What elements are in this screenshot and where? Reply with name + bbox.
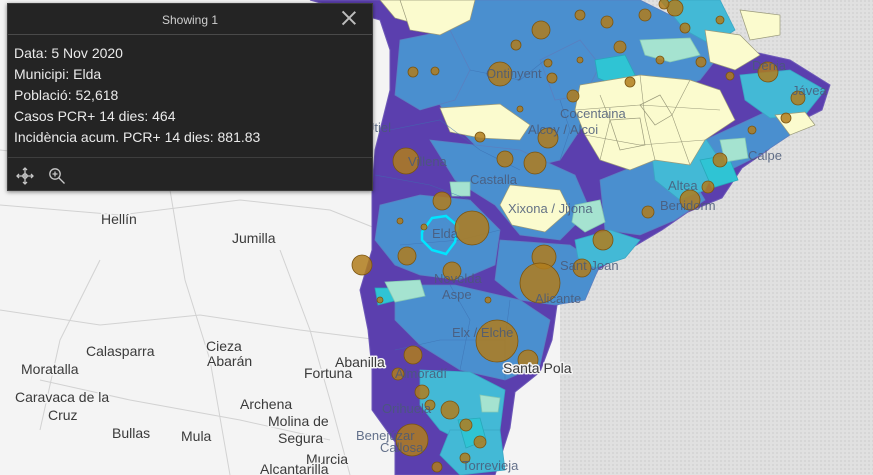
label-javea: Jávea (792, 83, 827, 98)
label-alcoy: Alcoy / Alcoi (528, 122, 598, 137)
label-calpe: Calpe (748, 148, 782, 163)
popup-title: Showing 1 (161, 13, 219, 27)
region-mint (384, 37, 749, 413)
label-molina: Molina de (268, 413, 329, 429)
label-altea: Altea (668, 178, 698, 193)
overlay-labels: Orihuela Elx / Elche Jávea Dénia Alcoy /… (356, 58, 827, 473)
label-villena: Villena (408, 154, 448, 169)
label-xixona: Xixona / Jijona (508, 201, 593, 216)
label-callosa: Callosa (380, 440, 424, 455)
label-caravaca: Caravaca de la (15, 389, 109, 405)
label-murcia: Murcia (306, 451, 348, 467)
label-mula: Mula (181, 428, 212, 444)
close-icon[interactable] (340, 9, 358, 27)
label-torrevieja: Torrevieja (462, 458, 519, 473)
label-elche: Elx / Elche (452, 325, 513, 340)
low-region-borders (574, 74, 721, 166)
label-segura: Segura (278, 430, 323, 446)
region-low-incidence (379, 0, 816, 233)
popup-header: Showing 1 (8, 4, 372, 35)
label-orihuela: Orihuela (382, 401, 432, 416)
place-labels: Hellín Jumilla Calasparra Cieza Abarán M… (14, 210, 574, 475)
label-cieza: Cieza (206, 338, 242, 354)
attribute-value: 881.83 (217, 129, 261, 145)
attribute-label: Casos PCR+ 14 dies: (14, 108, 149, 124)
label-benejuzar: Benejúzar (356, 428, 415, 443)
label-jumilla: Jumilla (232, 230, 276, 246)
label-sant-joan: Sant Joan (560, 258, 619, 273)
attribute-value: 464 (152, 108, 176, 124)
label-castalla: Castalla (470, 172, 518, 187)
label-alcantarilla: Alcantarilla (260, 461, 329, 475)
label-calasparra: Calasparra (86, 343, 155, 359)
pan-icon[interactable] (16, 167, 34, 185)
attribute-row-municipality: Municipi: Elda (14, 64, 366, 85)
attribute-value: Elda (73, 66, 102, 82)
attribute-row-population: Població: 52,618 (14, 85, 366, 106)
attribute-value: 5 Nov 2020 (51, 45, 123, 61)
attribute-row-incidence: Incidència acum. PCR+ 14 dies: 881.83 (14, 127, 366, 148)
label-cruz: Cruz (48, 407, 78, 423)
label-hellin: Hellín (101, 211, 137, 227)
attribute-row-cases: Casos PCR+ 14 dies: 464 (14, 106, 366, 127)
popup-attributes: Data: 5 Nov 2020 Municipi: Elda Població… (8, 35, 372, 153)
label-fortuna: Fortuna (304, 365, 352, 381)
label-ontinyent: Ontinyent (486, 66, 542, 81)
label-denia: Dénia (752, 58, 787, 73)
label-santa-pola: Santa Pola (503, 360, 572, 376)
case-circles (351, 0, 806, 473)
label-alicante: Alicante (535, 291, 581, 306)
selected-municipality-outline[interactable] (420, 214, 460, 256)
attribute-label: Municipi: (14, 66, 70, 82)
zoom-to-icon[interactable] (48, 167, 66, 185)
label-elda: Elda (432, 226, 459, 241)
attribute-label: Incidència acum. PCR+ 14 dies: (14, 129, 214, 145)
label-moratalla: Moratalla (21, 361, 79, 377)
feature-popup[interactable]: Showing 1 Data: 5 Nov 2020 Municipi: Eld… (7, 3, 373, 191)
label-archena: Archena (240, 396, 292, 412)
label-aspe: Aspe (442, 287, 472, 302)
label-abanilla: Abanilla (335, 354, 385, 370)
label-almoradi: Almoradí (395, 366, 447, 381)
popup-actions (8, 157, 372, 194)
label-bullas: Bullas (112, 425, 150, 441)
label-abaran: Abarán (207, 353, 252, 369)
attribute-label: Data: (14, 45, 48, 61)
attribute-row-date: Data: 5 Nov 2020 (14, 43, 366, 64)
attribute-label: Població: (14, 87, 72, 103)
label-cocentaina: Cocentaina (560, 106, 627, 121)
label-novelda: Novelda (434, 271, 482, 286)
label-benidorm: Benidorm (660, 198, 716, 213)
attribute-value: 52,618 (75, 87, 119, 103)
